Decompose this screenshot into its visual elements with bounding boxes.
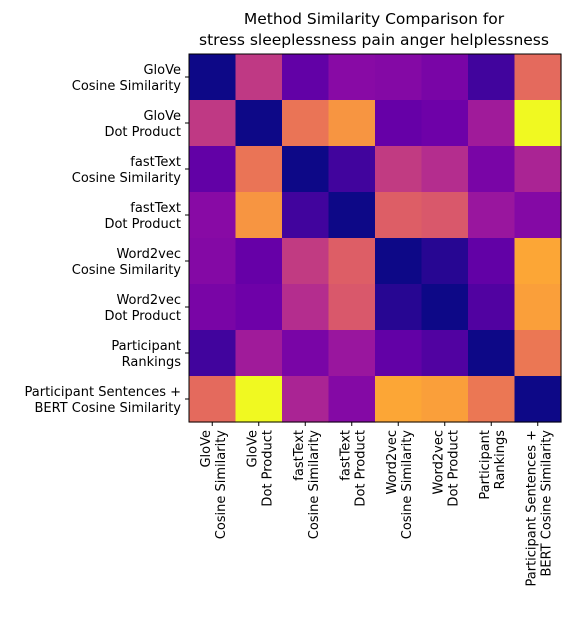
- heatmap-cell: [328, 376, 376, 423]
- heatmap-cell: [421, 238, 469, 285]
- chart-title-line-1: Method Similarity Comparison for: [244, 10, 505, 28]
- heatmap-cell: [328, 238, 376, 285]
- y-tick-label: Participant Rankings: [111, 339, 181, 370]
- heatmap-cell: [468, 146, 516, 193]
- heatmap-cell: [235, 284, 283, 331]
- heatmap-cell: [514, 238, 562, 285]
- y-tick-label: GloVe Cosine Similarity: [72, 63, 182, 94]
- heatmap-cell: [375, 146, 423, 193]
- heatmap-cell: [235, 100, 283, 147]
- y-tick-label: fastText Dot Product: [104, 201, 181, 232]
- y-tick-label: Word2vec Dot Product: [104, 293, 181, 324]
- y-axis-tick-labels: GloVe Cosine Similarity GloVe Dot Product fa…: [25, 63, 189, 416]
- x-tick-label-group: GloVeCosine Similarity: [199, 430, 229, 540]
- heatmap-cell: [282, 54, 330, 101]
- heatmap-cell: [282, 146, 330, 193]
- x-tick-label: fastTextDot Product: [338, 430, 368, 507]
- heatmap-cell: [375, 192, 423, 239]
- x-tick-label-group: ParticipantRankings: [478, 430, 508, 500]
- heatmap-cell: [514, 330, 562, 377]
- heatmap-cell: [514, 376, 562, 423]
- heatmap-cell: [468, 376, 516, 423]
- heatmap-cell: [235, 192, 283, 239]
- x-tick-label: Participant Sentences +BERT Cosine Simil…: [524, 430, 554, 587]
- heatmap-cell: [282, 100, 330, 147]
- heatmap-cell: [282, 376, 330, 423]
- heatmap-cell: [282, 238, 330, 285]
- heatmap-cell: [468, 192, 516, 239]
- y-tick-label: GloVe Dot Product: [104, 109, 181, 140]
- heatmap-cell: [421, 284, 469, 331]
- heatmap-cell: [421, 146, 469, 193]
- x-tick-label-group: Word2vecDot Product: [431, 430, 461, 507]
- y-tick-label: fastText Cosine Similarity: [72, 155, 182, 186]
- x-tick-label: fastTextCosine Similarity: [292, 430, 322, 540]
- heatmap-cell: [468, 54, 516, 101]
- heatmap-cell: [189, 238, 237, 285]
- x-tick-label-group: fastTextDot Product: [338, 430, 368, 507]
- heatmap-cell: [328, 54, 376, 101]
- heatmap-cell: [235, 238, 283, 285]
- x-tick-label-group: Word2vecCosine Similarity: [385, 430, 415, 540]
- heatmap-cell: [468, 238, 516, 285]
- heatmap-cell: [328, 330, 376, 377]
- heatmap-cell: [328, 192, 376, 239]
- heatmap-cell: [328, 100, 376, 147]
- heatmap-cell: [189, 100, 237, 147]
- heatmap-cell: [282, 192, 330, 239]
- heatmap-cell: [375, 100, 423, 147]
- heatmap-cell: [468, 330, 516, 377]
- x-tick-label: ParticipantRankings: [478, 430, 508, 500]
- x-tick-label-group: GloVeDot Product: [245, 430, 275, 507]
- heatmap-cell: [375, 284, 423, 331]
- heatmap-cell: [189, 330, 237, 377]
- x-tick-label: GloVeDot Product: [245, 430, 275, 507]
- heatmap-cell: [514, 284, 562, 331]
- heatmap-cell: [235, 146, 283, 193]
- x-tick-label-group: Participant Sentences +BERT Cosine Simil…: [524, 430, 554, 587]
- heatmap-cell: [375, 54, 423, 101]
- heatmap-cell: [235, 54, 283, 101]
- heatmap-cell: [189, 376, 237, 423]
- heatmap-cell: [421, 330, 469, 377]
- heatmap-cell: [189, 54, 237, 101]
- x-tick-label-group: fastTextCosine Similarity: [292, 430, 322, 540]
- heatmap-cell: [468, 100, 516, 147]
- y-tick-label: Word2vec Cosine Similarity: [72, 247, 182, 278]
- heatmap-cell: [189, 192, 237, 239]
- x-tick-label: GloVeCosine Similarity: [199, 430, 229, 540]
- heatmap-cell: [235, 330, 283, 377]
- heatmap-cells: [189, 54, 562, 423]
- heatmap-cell: [375, 376, 423, 423]
- x-axis-tick-labels: GloVeCosine Similarity GloVeDot Product fa…: [199, 422, 554, 587]
- x-tick-label: Word2vecDot Product: [431, 430, 461, 507]
- heatmap-cell: [468, 284, 516, 331]
- heatmap-cell: [235, 376, 283, 423]
- heatmap-cell: [282, 284, 330, 331]
- heatmap-cell: [514, 146, 562, 193]
- heatmap-cell: [328, 284, 376, 331]
- heatmap-cell: [375, 330, 423, 377]
- chart-title-line-2: stress sleeplessness pain anger helpless…: [199, 31, 549, 49]
- heatmap-cell: [189, 284, 237, 331]
- heatmap-cell: [189, 146, 237, 193]
- heatmap-cell: [375, 238, 423, 285]
- y-tick-label: Participant Sentences + BERT Cosine Simil…: [25, 385, 182, 416]
- plot-frame: [188, 53, 562, 423]
- heatmap-cell: [421, 100, 469, 147]
- x-tick-label: Word2vecCosine Similarity: [385, 430, 415, 540]
- heatmap-cell: [514, 54, 562, 101]
- heatmap-cell: [421, 54, 469, 101]
- heatmap-cell: [514, 100, 562, 147]
- heatmap-cell: [514, 192, 562, 239]
- heatmap-cell: [282, 330, 330, 377]
- heatmap-cell: [328, 146, 376, 193]
- heatmap-cell: [421, 376, 469, 423]
- heatmap-cell: [421, 192, 469, 239]
